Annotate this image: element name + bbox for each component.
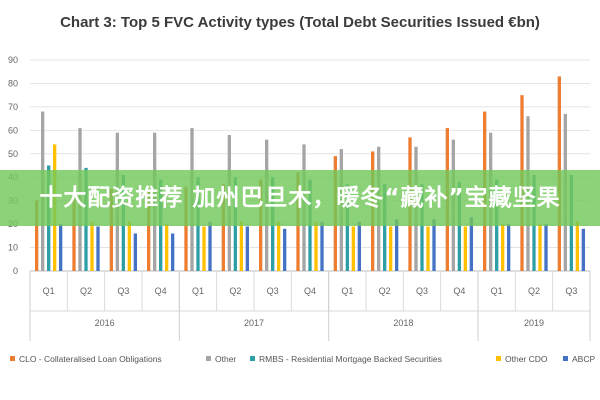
bar (501, 224, 505, 271)
bar (507, 224, 511, 271)
x-tick-label: Q4 (304, 286, 316, 296)
bar (90, 221, 94, 271)
bar (320, 221, 324, 271)
bar (463, 226, 467, 271)
bar (351, 226, 355, 271)
legend-item: Other (206, 354, 236, 364)
bar (109, 188, 113, 271)
bar (426, 226, 430, 271)
bar (283, 228, 287, 271)
x-tick-label: Q3 (416, 286, 428, 296)
x-tick-label: Q2 (80, 286, 92, 296)
bar (389, 226, 393, 271)
legend-label: CLO - Collateralised Loan Obligations (19, 354, 162, 364)
legend-label: RMBS - Residential Mortgage Backed Secur… (259, 354, 442, 364)
bar (245, 226, 249, 271)
bar (357, 221, 361, 271)
chart-title: Chart 3: Top 5 FVC Activity types (Total… (60, 14, 540, 31)
year-label: 2016 (95, 318, 115, 328)
legend-item: ABCP (563, 354, 595, 364)
x-tick-label: Q3 (117, 286, 129, 296)
x-tick-label: Q1 (491, 286, 503, 296)
y-tick-label: 0 (13, 266, 18, 276)
x-tick-label: Q3 (267, 286, 279, 296)
overlay-banner-text: 十大配资推荐 加州巴旦木，暖冬“藏补”宝藏坚果 (39, 185, 561, 211)
legend-item: Other CDO (496, 354, 548, 364)
bar (96, 226, 100, 271)
x-tick-label: Q1 (341, 286, 353, 296)
bar (208, 221, 212, 271)
y-tick-label: 50 (8, 149, 18, 159)
bar (59, 224, 63, 271)
legend-swatch (563, 356, 568, 361)
bar (575, 221, 579, 271)
bar (239, 221, 243, 271)
y-tick-label: 80 (8, 78, 18, 88)
y-tick-label: 90 (8, 55, 18, 65)
legend-swatch (206, 356, 211, 361)
bar (171, 233, 175, 271)
legend-swatch (10, 356, 15, 361)
legend-swatch (250, 356, 255, 361)
bar (202, 226, 206, 271)
bar (383, 184, 387, 271)
year-label: 2018 (393, 318, 413, 328)
y-tick-label: 60 (8, 125, 18, 135)
bar (457, 181, 461, 271)
bar (314, 221, 318, 271)
bar (469, 217, 473, 271)
bar (133, 233, 137, 271)
y-tick-label: 70 (8, 102, 18, 112)
year-label: 2019 (524, 318, 544, 328)
x-tick-label: Q1 (43, 286, 55, 296)
bar (544, 224, 548, 271)
x-tick-label: Q2 (379, 286, 391, 296)
bar (127, 221, 131, 271)
x-tick-label: Q1 (192, 286, 204, 296)
bar (538, 224, 542, 271)
bar (395, 219, 399, 271)
bar (277, 221, 281, 271)
bar (581, 228, 585, 271)
bar (165, 224, 169, 271)
bar (184, 186, 188, 271)
x-tick-label: Q2 (528, 286, 540, 296)
x-tick-label: Q2 (229, 286, 241, 296)
legend-label: ABCP (572, 354, 596, 364)
bar (432, 219, 436, 271)
legend-item: RMBS - Residential Mortgage Backed Secur… (250, 354, 442, 364)
bar (221, 184, 225, 271)
legend-swatch (496, 356, 501, 361)
x-tick-label: Q4 (453, 286, 465, 296)
bar (345, 184, 349, 271)
bar (147, 191, 151, 271)
bar (72, 198, 76, 271)
y-tick-label: 10 (8, 243, 18, 253)
legend-label: Other (215, 354, 237, 364)
legend-label: Other CDO (505, 354, 548, 364)
chart-legend: CLO - Collateralised Loan Obligations Oth… (10, 354, 600, 368)
year-label: 2017 (244, 318, 264, 328)
bar (420, 184, 424, 271)
bar (35, 200, 39, 271)
x-tick-label: Q3 (565, 286, 577, 296)
legend-item: CLO - Collateralised Loan Obligations (10, 354, 162, 364)
x-tick-label: Q4 (155, 286, 167, 296)
overlay-banner: 十大配资推荐 加州巴旦木，暖冬“藏补”宝藏坚果 (0, 170, 600, 226)
